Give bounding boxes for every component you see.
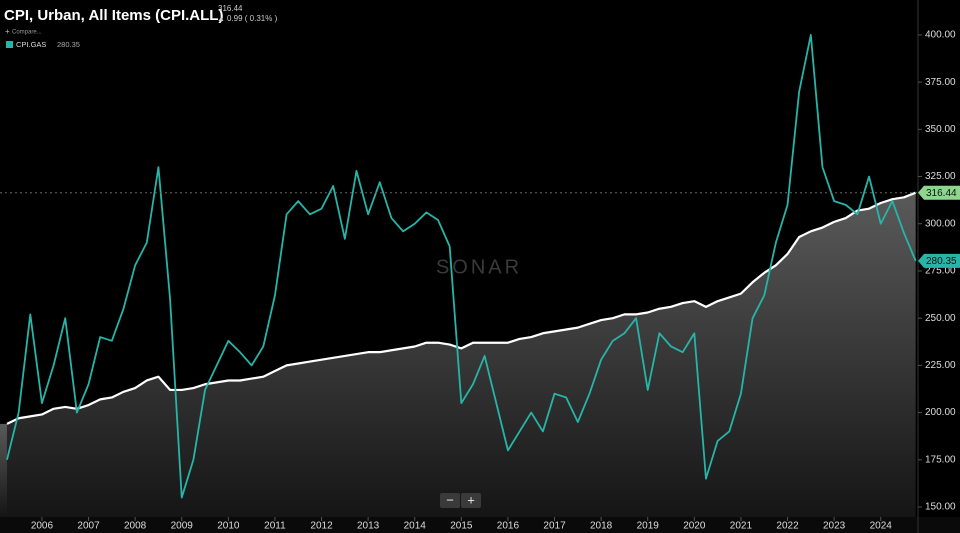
y-tick-label: 325.00 bbox=[925, 171, 956, 182]
y-tick-label: 275.00 bbox=[925, 266, 956, 277]
y-tick-label: 300.00 bbox=[925, 218, 956, 229]
x-tick-label: 2011 bbox=[264, 521, 286, 532]
header-change: 0.99 ( 0.31% ) bbox=[227, 14, 278, 23]
x-tick-label: 2018 bbox=[590, 521, 613, 532]
x-tick-label: 2008 bbox=[124, 521, 147, 532]
watermark: SONAR bbox=[436, 256, 522, 278]
header-value: 316.44 bbox=[218, 4, 243, 13]
series-line bbox=[6, 191, 917, 425]
y-tick-label: 200.00 bbox=[925, 407, 956, 418]
compare-button[interactable]: + Compare... bbox=[5, 27, 42, 36]
legend-label: CPI.GAS bbox=[16, 40, 46, 49]
y-tick-label: 225.00 bbox=[925, 360, 956, 371]
x-tick-label: 2024 bbox=[870, 521, 893, 532]
x-tick-label: 2012 bbox=[310, 521, 333, 532]
up-arrow bbox=[218, 17, 224, 21]
x-tick-label: 2009 bbox=[171, 521, 194, 532]
x-tick-label: 2020 bbox=[683, 521, 706, 532]
value-tag-label: 280.35 bbox=[926, 256, 957, 267]
series-line bbox=[6, 34, 917, 499]
zoom-controls: − + bbox=[440, 492, 481, 508]
x-tick-label: 2019 bbox=[637, 521, 660, 532]
legend-value: 280.35 bbox=[57, 40, 80, 49]
value-tag bbox=[918, 185, 960, 200]
x-tick-label: 2021 bbox=[730, 521, 753, 532]
value-tag-label: 316.44 bbox=[926, 188, 957, 199]
x-axis-strip bbox=[0, 517, 960, 533]
plus-icon: + bbox=[5, 27, 10, 36]
zoom-in-button[interactable] bbox=[461, 493, 481, 508]
x-tick-label: 2013 bbox=[357, 521, 380, 532]
x-tick-label: 2014 bbox=[404, 521, 427, 532]
x-tick-label: 2010 bbox=[217, 521, 240, 532]
x-tick-label: 2017 bbox=[543, 521, 566, 532]
zoom-out-button[interactable] bbox=[440, 493, 460, 508]
area bbox=[6, 192, 916, 517]
x-tick-label: 2015 bbox=[450, 521, 473, 532]
x-tick-label: 2022 bbox=[776, 521, 799, 532]
y-tick-label: 350.00 bbox=[925, 124, 956, 135]
legend-swatch bbox=[6, 41, 13, 48]
compare-label[interactable]: Compare... bbox=[12, 30, 42, 36]
y-tick-label: 175.00 bbox=[925, 454, 956, 465]
value-tag bbox=[918, 253, 960, 268]
x-tick-label: 2023 bbox=[823, 521, 846, 532]
zoom-in-label[interactable]: + bbox=[467, 492, 475, 507]
area-edge bbox=[0, 423, 7, 517]
y-tick-label: 400.00 bbox=[925, 30, 956, 41]
x-tick-label: 2016 bbox=[497, 521, 520, 532]
chart-title: CPI, Urban, All Items (CPI.ALL) bbox=[4, 7, 223, 24]
x-tick-label: 2007 bbox=[77, 521, 100, 532]
y-tick-label: 250.00 bbox=[925, 313, 956, 324]
x-tick-label: 2006 bbox=[31, 521, 54, 532]
zoom-out-label[interactable]: − bbox=[446, 492, 454, 507]
y-tick-label: 375.00 bbox=[925, 77, 956, 88]
y-tick-label: 150.00 bbox=[925, 502, 956, 513]
